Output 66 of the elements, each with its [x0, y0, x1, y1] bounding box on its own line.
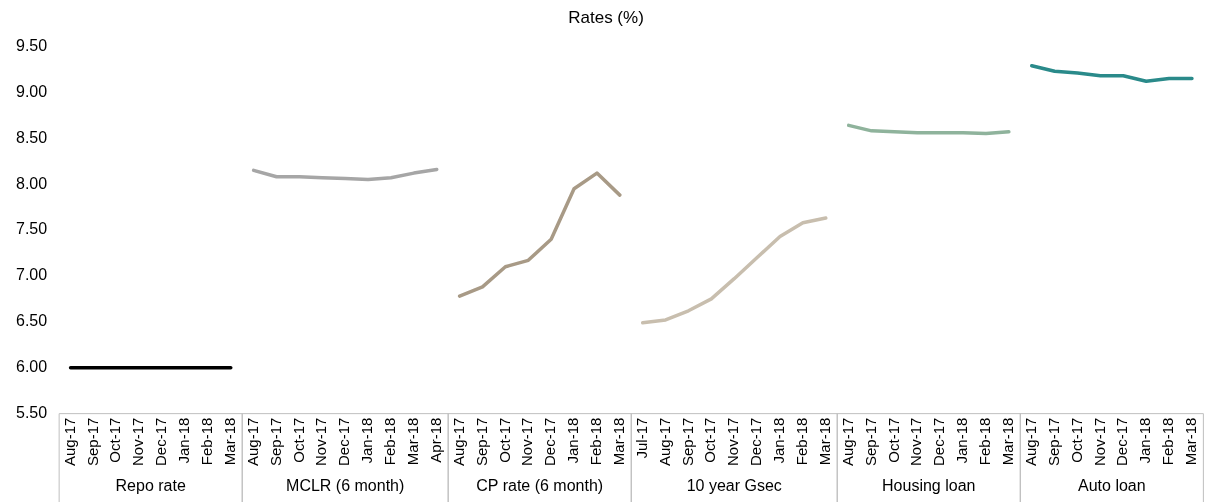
x-tick-label: Sep-17: [472, 417, 490, 467]
x-tick-label: Feb-18: [976, 417, 994, 466]
x-tick-label: Mar-18: [815, 417, 833, 466]
x-tick-label: Sep-17: [678, 417, 696, 467]
x-tick-label: Oct-17: [884, 417, 902, 463]
x-tick-label: Mar-18: [1182, 417, 1200, 466]
x-tick-label: Jan-18: [358, 417, 376, 464]
text: CP rate (6 month): [476, 477, 604, 495]
x-tick-label: Aug-17: [838, 417, 856, 467]
x-tick-label: Dec-17: [541, 417, 559, 466]
y-tick-label: 9.00: [16, 82, 48, 100]
chart-title: Rates (%): [568, 7, 644, 27]
text: Housing loan: [882, 477, 976, 495]
y-tick-label: 5.50: [16, 404, 48, 422]
y-tick-label: 8.00: [16, 174, 48, 192]
x-tick-label: Dec-17: [1113, 417, 1131, 466]
x-tick-label: Jan-18: [953, 417, 971, 464]
x-tick-label: Feb-18: [198, 417, 216, 466]
x-tick-label: Dec-17: [335, 417, 353, 466]
x-tick-label: Nov-17: [312, 417, 330, 466]
y-tick-label: 8.50: [16, 128, 48, 146]
x-tick-label: Sep-17: [861, 417, 879, 467]
text: 10 year Gsec: [686, 477, 782, 495]
y-tick-label: 6.00: [16, 358, 48, 376]
y-tick-label: 7.00: [16, 266, 48, 284]
x-tick-label: Feb-18: [1159, 417, 1177, 466]
x-tick-label: Oct-17: [289, 417, 307, 463]
x-tick-label: Aug-17: [243, 417, 261, 467]
x-tick-label: Aug-17: [655, 417, 673, 467]
x-tick-label: Sep-17: [83, 417, 101, 467]
x-tick-label: Mar-18: [404, 417, 421, 466]
y-tick-label: 7.50: [16, 220, 48, 238]
x-tick-label: Dec-17: [930, 417, 948, 466]
x-tick-label: Oct-17: [495, 417, 513, 463]
x-tick-label: Aug-17: [449, 417, 467, 467]
x-tick-label: Jan-18: [564, 417, 582, 464]
x-tick-label: Mar-18: [220, 417, 238, 466]
x-tick-label: Nov-17: [1090, 417, 1108, 466]
x-tick-label: Mar-18: [609, 417, 627, 466]
x-tick-label: Aug-17: [60, 417, 78, 467]
y-tick-label: 9.50: [16, 36, 48, 54]
x-tick-label: Oct-17: [106, 417, 124, 463]
x-tick-label: Jan-18: [770, 417, 788, 464]
x-tick-label: Nov-17: [907, 417, 925, 466]
x-tick-label: Nov-17: [724, 417, 742, 466]
y-tick-label: 6.50: [16, 312, 48, 330]
x-tick-label: Dec-17: [152, 417, 170, 466]
x-tick-label: Apr-18: [426, 417, 444, 463]
x-tick-label: Sep-17: [266, 417, 284, 467]
text: MCLR (6 month): [286, 477, 405, 495]
x-tick-label: Feb-18: [381, 417, 399, 466]
x-tick-label: Jan-18: [1136, 417, 1154, 464]
x-tick-label: Dec-17: [747, 417, 765, 466]
x-tick-label: Mar-18: [999, 417, 1016, 466]
x-tick-label: Oct-17: [1067, 417, 1085, 463]
x-tick-label: Nov-17: [518, 417, 536, 466]
x-tick-label: Jul-17: [632, 417, 650, 459]
text: Auto loan: [1078, 477, 1146, 495]
x-tick-label: Sep-17: [1044, 417, 1062, 467]
x-tick-label: Jan-18: [175, 417, 193, 464]
x-tick-label: Oct-17: [701, 417, 719, 463]
x-tick-label: Feb-18: [793, 417, 811, 466]
x-tick-label: Aug-17: [1021, 417, 1039, 467]
text: Repo rate: [115, 477, 186, 495]
x-tick-label: Nov-17: [129, 417, 147, 466]
x-tick-label: Feb-18: [587, 417, 605, 466]
